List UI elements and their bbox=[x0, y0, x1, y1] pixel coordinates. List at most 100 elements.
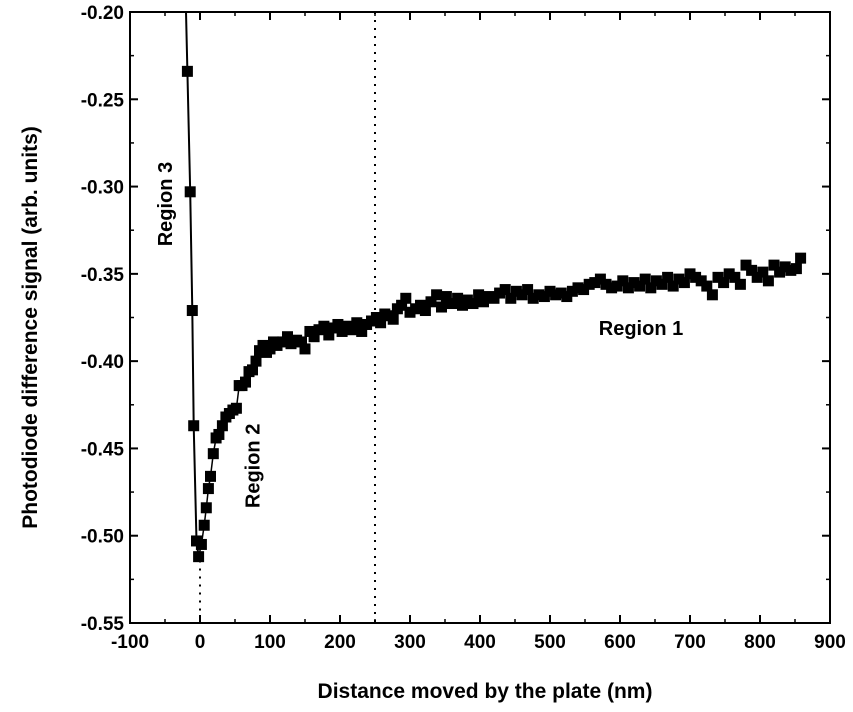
data-point bbox=[205, 470, 216, 482]
x-tick-label: 700 bbox=[674, 632, 706, 653]
data-point bbox=[516, 289, 528, 301]
data-point bbox=[499, 284, 511, 296]
data-point bbox=[757, 266, 769, 278]
data-point bbox=[768, 259, 780, 271]
data-point bbox=[589, 277, 601, 289]
y-tick-label: -0.20 bbox=[81, 3, 124, 24]
plot-frame bbox=[129, 11, 831, 624]
data-point bbox=[795, 252, 807, 264]
x-axis-title: Distance moved by the plate (nm) bbox=[318, 680, 653, 703]
data-point bbox=[193, 551, 205, 563]
data-point bbox=[488, 292, 500, 304]
data-point bbox=[387, 313, 399, 325]
y-tick-label: -0.55 bbox=[81, 614, 125, 635]
data-point bbox=[533, 289, 545, 301]
data-point bbox=[230, 402, 242, 414]
data-point bbox=[473, 289, 485, 301]
data-point bbox=[639, 273, 651, 285]
x-tick-label: 600 bbox=[604, 632, 636, 653]
data-point bbox=[650, 275, 662, 287]
data-point bbox=[583, 278, 595, 290]
data-point bbox=[404, 306, 416, 318]
data-point bbox=[706, 289, 718, 301]
x-axis: -100 0 100 200 300 400 500 600 700 800 900 bbox=[111, 12, 846, 653]
data-point bbox=[510, 285, 522, 297]
y-tick-label: -0.50 bbox=[81, 527, 124, 548]
x-tick-label: -100 bbox=[111, 632, 149, 653]
data-point bbox=[673, 273, 685, 285]
data-point bbox=[318, 320, 330, 332]
data-point bbox=[396, 299, 408, 311]
data-point bbox=[346, 324, 358, 336]
data-point bbox=[250, 355, 262, 367]
data-point bbox=[617, 275, 629, 287]
data-point bbox=[578, 284, 590, 296]
y-tick-label: -0.30 bbox=[81, 178, 124, 199]
data-point bbox=[656, 278, 668, 290]
data-point bbox=[213, 428, 225, 440]
data-point bbox=[431, 289, 443, 301]
data-point bbox=[695, 275, 707, 287]
data-point bbox=[701, 280, 713, 292]
data-point bbox=[440, 291, 452, 303]
data-point bbox=[774, 266, 786, 278]
data-point bbox=[461, 294, 473, 306]
data-point bbox=[634, 280, 646, 292]
data-point bbox=[751, 271, 763, 283]
region-label: Region 2 bbox=[243, 424, 265, 508]
data-markers bbox=[181, 65, 807, 563]
data-point bbox=[740, 259, 752, 271]
data-point bbox=[544, 285, 556, 297]
data-point bbox=[762, 275, 774, 287]
x-tick-label: 900 bbox=[814, 632, 846, 653]
data-point bbox=[202, 483, 214, 495]
data-point bbox=[712, 271, 724, 283]
data-point bbox=[184, 186, 196, 198]
data-point bbox=[285, 338, 297, 350]
data-point bbox=[667, 280, 679, 292]
data-point bbox=[467, 298, 479, 310]
data-point bbox=[561, 291, 573, 303]
data-point bbox=[611, 280, 623, 292]
region-3-line bbox=[185, 12, 200, 557]
data-point bbox=[734, 278, 746, 290]
data-point bbox=[645, 282, 657, 294]
data-point bbox=[790, 263, 802, 275]
x-tick-label: 800 bbox=[744, 632, 776, 653]
data-point bbox=[375, 317, 387, 329]
data-point bbox=[729, 271, 741, 283]
data-point bbox=[550, 289, 562, 301]
y-tick-label: -0.45 bbox=[81, 439, 125, 460]
data-point bbox=[600, 278, 612, 290]
data-point bbox=[436, 301, 447, 313]
data-point bbox=[400, 292, 412, 304]
data-point bbox=[779, 261, 791, 273]
data-point bbox=[188, 420, 200, 432]
data-point bbox=[282, 331, 293, 343]
x-tick-label: 200 bbox=[324, 632, 356, 653]
y-axis-title: Photodiode difference signal (arb. units… bbox=[19, 126, 42, 529]
data-point bbox=[356, 325, 368, 337]
data-point bbox=[240, 376, 251, 388]
data-point bbox=[505, 292, 517, 304]
y-tick-label: -0.25 bbox=[81, 90, 125, 111]
data-point bbox=[662, 271, 674, 283]
data-point bbox=[257, 339, 269, 351]
data-point bbox=[746, 264, 758, 276]
data-point bbox=[195, 538, 207, 550]
data-point bbox=[690, 271, 702, 283]
data-point bbox=[247, 364, 258, 376]
x-tick-label: 500 bbox=[534, 632, 566, 653]
data-point bbox=[271, 339, 283, 351]
data-point bbox=[425, 296, 437, 308]
data-point bbox=[723, 268, 735, 280]
data-point bbox=[522, 284, 534, 296]
data-point bbox=[323, 329, 335, 341]
data-point bbox=[419, 305, 431, 317]
data-point bbox=[555, 287, 567, 299]
data-point bbox=[186, 305, 198, 317]
y-tick-label: -0.40 bbox=[81, 352, 124, 373]
data-point bbox=[216, 420, 228, 432]
data-point bbox=[678, 277, 690, 289]
